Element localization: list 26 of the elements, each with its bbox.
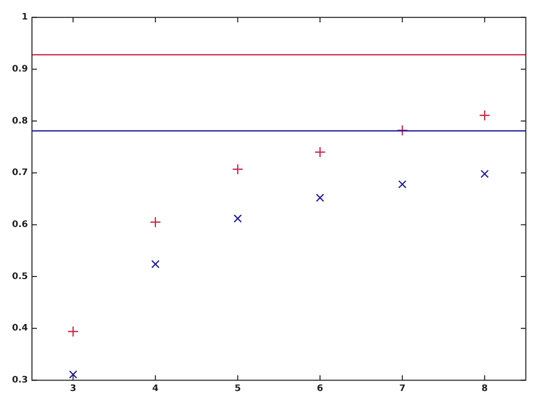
y-tick-label: 0.7	[12, 168, 28, 178]
y-tick-label: 0.5	[12, 272, 28, 282]
point	[398, 180, 406, 188]
x-tick-label: 5	[234, 384, 241, 394]
y-tick-label: 0.9	[12, 64, 28, 75]
point	[396, 124, 408, 136]
point	[68, 326, 79, 338]
y-tick-label: 1	[22, 12, 28, 23]
x-tick-label: 6	[316, 384, 324, 394]
point	[151, 260, 160, 268]
point	[150, 216, 162, 228]
x-tick-label: 8	[482, 384, 488, 394]
point	[234, 214, 242, 223]
point	[68, 370, 78, 379]
x-tick-label: 7	[399, 384, 406, 394]
y-tick-label: 0.3	[12, 376, 28, 386]
y-tick-label: 0.6	[12, 220, 28, 230]
point	[314, 146, 326, 158]
point	[316, 194, 324, 202]
point	[479, 110, 490, 121]
point	[480, 170, 489, 178]
y-tick-label: 0.8	[12, 116, 28, 126]
y-tick-label: 0.4	[12, 324, 28, 334]
x-tick-label: 4	[152, 384, 159, 394]
x-tick-label: 3	[70, 384, 76, 394]
point	[232, 164, 244, 175]
